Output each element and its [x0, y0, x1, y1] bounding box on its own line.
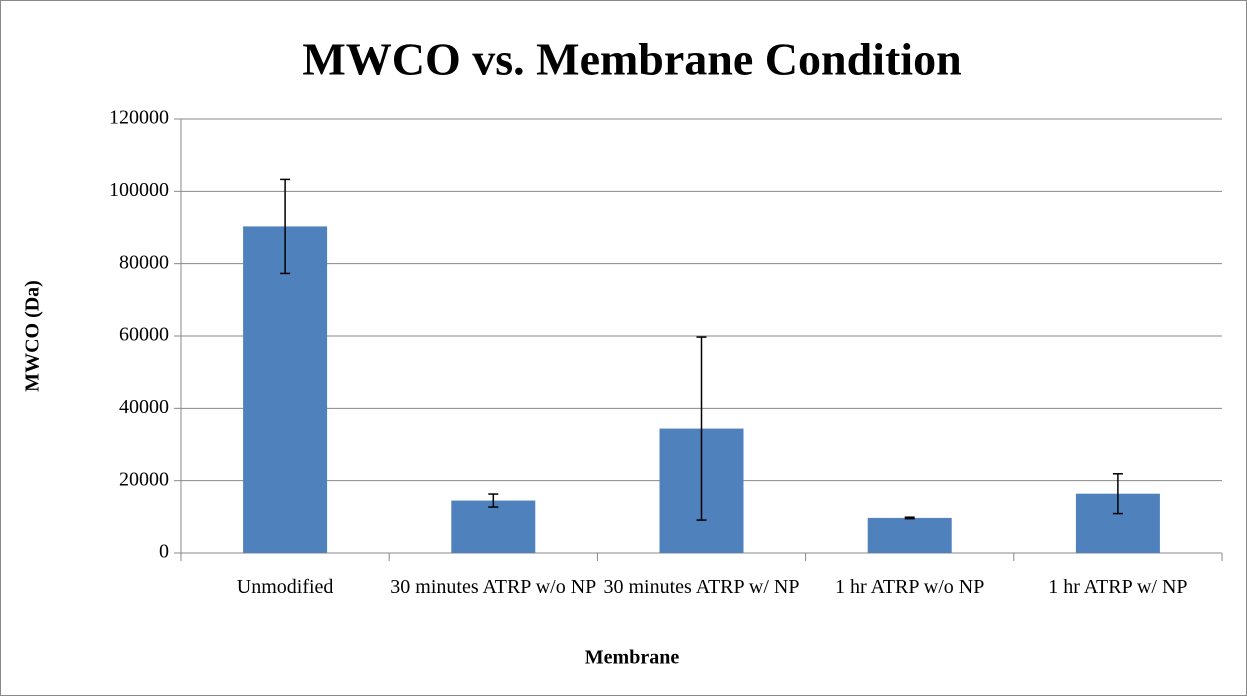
x-tick-label: 1 hr ATRP w/ NP	[1048, 576, 1188, 598]
y-tick-label: 100000	[109, 179, 169, 201]
x-axis-title: Membrane	[585, 647, 680, 669]
x-tick-label: 30 minutes ATRP w/ NP	[603, 576, 800, 598]
y-tick-label: 0	[159, 541, 169, 563]
bar	[451, 500, 536, 553]
x-tick-label: 1 hr ATRP w/o NP	[835, 576, 985, 598]
bar	[243, 226, 328, 554]
y-tick-label: 40000	[119, 396, 169, 418]
y-tick-label: 20000	[119, 468, 169, 490]
x-tick-label: 30 minutes ATRP w/o NP	[390, 576, 597, 598]
y-tick-label: 60000	[119, 324, 169, 346]
y-axis-title: MWCO (Da)	[22, 280, 44, 392]
y-tick-label: 80000	[119, 251, 169, 273]
chart-title: MWCO vs. Membrane Condition	[302, 34, 961, 85]
bar	[867, 517, 952, 553]
y-tick-label: 120000	[109, 107, 169, 129]
x-tick-label: Unmodified	[236, 576, 334, 598]
